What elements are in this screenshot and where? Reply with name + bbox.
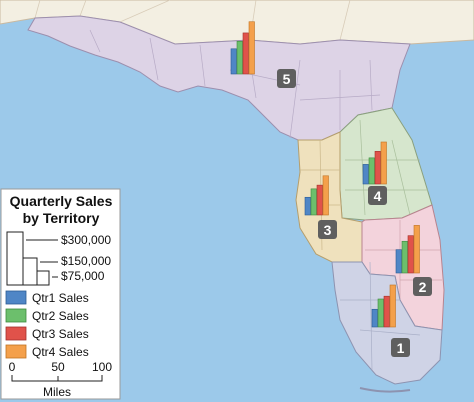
bar-territory-3-qtr3: [316, 184, 323, 216]
legend-swatch-qtr4: [5, 344, 27, 359]
legend-label-qtr2: Qtr2 Sales: [32, 309, 89, 323]
bar-territory-4-qtr4: [380, 141, 387, 185]
legend-title-line2: by Territory: [23, 210, 100, 226]
bar-territory-2-qtr1: [395, 249, 402, 274]
bar-territory-4-qtr3: [374, 151, 381, 185]
territory-badge-1[interactable]: 1: [391, 338, 410, 357]
bar-territory-1-qtr1: [371, 308, 378, 328]
territory-badge-1-label: 1: [397, 340, 405, 356]
bar-territory-5-qtr3: [242, 32, 249, 75]
bar-territory-2-qtr3: [407, 235, 414, 274]
legend-swatch-qtr2: [5, 308, 27, 323]
bar-territory-1-qtr2: [377, 298, 384, 328]
bar-territory-2-qtr2: [401, 240, 408, 274]
legend-label-qtr4: Qtr4 Sales: [32, 345, 89, 359]
bar-territory-4-qtr1: [362, 164, 369, 185]
legend-title-line1: Quarterly Sales: [10, 193, 113, 209]
bar-territory-3-qtr1: [304, 196, 311, 216]
territory-badge-4[interactable]: 4: [368, 186, 387, 205]
size-key-bar-75000: [36, 270, 50, 286]
bar-territory-1-qtr4: [389, 284, 396, 328]
legend-swatch-qtr3: [5, 326, 27, 341]
scale-tick-label-0: 0: [9, 360, 16, 374]
territory-badge-2-label: 2: [419, 279, 427, 295]
territory-badge-3-label: 3: [324, 222, 332, 238]
territory-5-region: [27, 15, 411, 141]
bar-territory-5-qtr1: [230, 48, 237, 75]
bar-territory-3-qtr4: [322, 175, 329, 216]
territory-badge-3[interactable]: 3: [318, 220, 337, 239]
scale-tick-label-100: 100: [92, 360, 112, 374]
legend-swatch-qtr1: [5, 290, 27, 305]
bar-territory-5-qtr4: [248, 21, 255, 75]
bar-territory-2-qtr4: [413, 225, 420, 274]
legend-label-qtr1: Qtr1 Sales: [32, 291, 89, 305]
scale-tick-label-50: 50: [51, 360, 65, 374]
territory-badge-4-label: 4: [374, 188, 382, 204]
size-key-label-75000: $75,000: [61, 269, 105, 283]
florida-keys: [359, 387, 411, 393]
territory-badge-2[interactable]: 2: [413, 277, 432, 296]
size-key-bar-150000: [22, 257, 38, 286]
legend-label-qtr3: Qtr3 Sales: [32, 327, 89, 341]
bar-territory-3-qtr2: [310, 188, 317, 216]
legend: Quarterly Sales by Territory $300,000 $1…: [0, 188, 121, 400]
territory-badge-5-label: 5: [283, 71, 291, 87]
county-lines-north: [34, 0, 351, 41]
scale-unit-label: Miles: [43, 385, 71, 399]
county-lines-5: [89, 29, 381, 139]
bar-territory-5-qtr2: [236, 41, 243, 75]
scale-bar: [11, 375, 103, 382]
county-lines-4: [345, 119, 428, 216]
bar-territory-4-qtr2: [368, 157, 375, 185]
size-key-bar-300000: [6, 231, 24, 286]
size-key-label-150000: $150,000: [61, 254, 111, 268]
bar-territory-1-qtr3: [383, 295, 390, 328]
territory-bar-charts: [230, 21, 420, 328]
size-key-label-300000: $300,000: [61, 233, 111, 247]
territory-badge-5[interactable]: 5: [277, 69, 296, 88]
